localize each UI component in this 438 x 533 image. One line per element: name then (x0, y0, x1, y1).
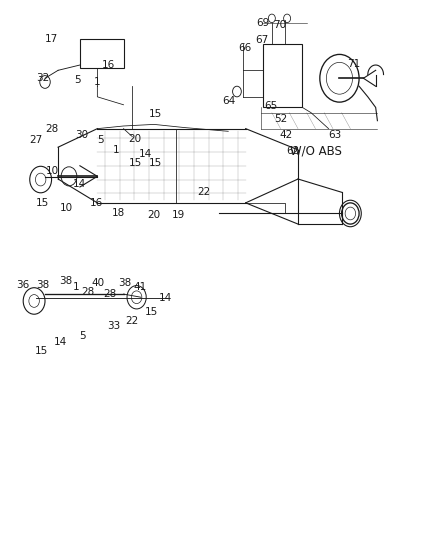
Text: 17: 17 (45, 34, 58, 44)
Text: 18: 18 (111, 208, 125, 219)
Text: 28: 28 (103, 289, 116, 299)
Text: 1: 1 (73, 281, 80, 292)
Text: 20: 20 (147, 209, 160, 220)
Text: 67: 67 (255, 35, 268, 45)
Text: 22: 22 (197, 187, 210, 197)
Text: 15: 15 (148, 158, 161, 168)
Text: 38: 38 (117, 278, 131, 288)
Text: 70: 70 (272, 20, 286, 30)
Text: 22: 22 (124, 316, 138, 326)
Text: 27: 27 (30, 135, 43, 146)
Text: 14: 14 (138, 149, 152, 159)
Text: W/O ABS: W/O ABS (289, 144, 341, 157)
Text: 30: 30 (75, 130, 88, 140)
Text: 1: 1 (94, 77, 100, 87)
Text: 14: 14 (73, 179, 86, 189)
Text: 38: 38 (59, 276, 72, 286)
Text: 41: 41 (133, 281, 146, 292)
Text: 28: 28 (45, 124, 58, 134)
Text: 66: 66 (238, 43, 251, 53)
Text: 32: 32 (36, 73, 49, 83)
Text: 15: 15 (129, 158, 142, 168)
Text: 33: 33 (107, 321, 120, 331)
Text: 5: 5 (78, 332, 85, 342)
Text: 19: 19 (171, 209, 184, 220)
Text: 52: 52 (273, 114, 286, 124)
Text: 10: 10 (59, 203, 72, 213)
Text: 63: 63 (328, 130, 341, 140)
Text: 15: 15 (145, 306, 158, 317)
Text: 15: 15 (148, 109, 161, 119)
Text: 1: 1 (112, 145, 119, 155)
Text: 16: 16 (90, 198, 103, 208)
Text: 16: 16 (102, 60, 115, 70)
Text: 40: 40 (92, 278, 105, 288)
Text: 38: 38 (36, 280, 49, 290)
Text: 69: 69 (256, 18, 269, 28)
Text: 5: 5 (74, 75, 81, 85)
Text: 65: 65 (264, 101, 277, 111)
Text: 14: 14 (53, 337, 67, 347)
Text: 20: 20 (127, 134, 141, 144)
Text: 71: 71 (346, 59, 360, 69)
Text: 15: 15 (36, 198, 49, 208)
Text: 42: 42 (279, 130, 292, 140)
Text: 14: 14 (158, 293, 171, 303)
Text: 10: 10 (46, 166, 59, 176)
Text: 64: 64 (222, 96, 235, 106)
Text: 15: 15 (35, 346, 48, 357)
Text: 5: 5 (97, 135, 104, 146)
Text: 62: 62 (286, 146, 299, 156)
Text: 36: 36 (17, 280, 30, 290)
Text: 28: 28 (81, 287, 94, 297)
